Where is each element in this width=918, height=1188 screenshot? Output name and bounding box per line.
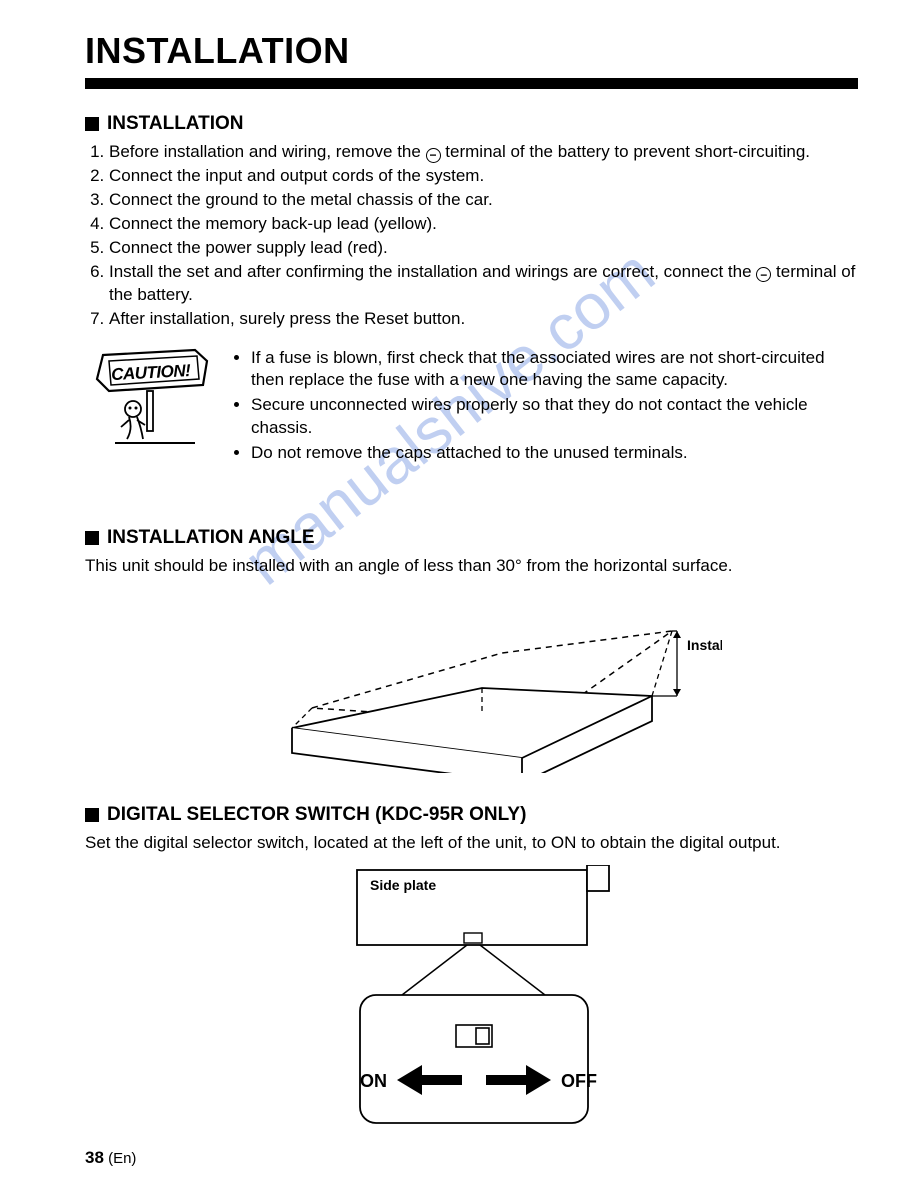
caution-list: If a fuse is blown, first check that the…	[233, 347, 858, 468]
section-title: INSTALLATION	[107, 113, 244, 135]
section-header: INSTALLATION ANGLE	[85, 527, 858, 549]
title-divider	[85, 78, 858, 89]
square-bullet-icon	[85, 117, 99, 131]
square-bullet-icon	[85, 808, 99, 822]
installation-steps: Before installation and wiring, remove t…	[85, 141, 858, 331]
list-item: Do not remove the caps attached to the u…	[251, 442, 858, 465]
list-item: Connect the power supply lead (red).	[109, 237, 858, 260]
section-switch: DIGITAL SELECTOR SWITCH (KDC-95R ONLY) S…	[85, 804, 858, 1145]
list-item: After installation, surely press the Res…	[109, 308, 858, 331]
body-text: Set the digital selector switch, located…	[85, 832, 858, 855]
square-bullet-icon	[85, 531, 99, 545]
page-title: INSTALLATION	[85, 30, 858, 72]
list-item: If a fuse is blown, first check that the…	[251, 347, 858, 393]
caution-row: CAUTION! If a fuse is blown, first ch	[85, 347, 858, 468]
section-installation: INSTALLATION Before installation and wir…	[85, 113, 858, 467]
on-label: ON	[360, 1071, 387, 1091]
side-plate-label: Side plate	[370, 877, 436, 893]
section-angle: INSTALLATION ANGLE This unit should be i…	[85, 527, 858, 778]
caution-icon: CAUTION!	[85, 347, 215, 457]
list-item: Secure unconnected wires properly so tha…	[251, 394, 858, 440]
section-header: DIGITAL SELECTOR SWITCH (KDC-95R ONLY)	[85, 804, 858, 826]
list-item: Install the set and after confirming the…	[109, 261, 858, 307]
list-item: Connect the ground to the metal chassis …	[109, 189, 858, 212]
diagram-label: Installation angle	[687, 637, 722, 653]
angle-diagram: Installation angle	[85, 588, 858, 778]
list-item: Connect the memory back-up lead (yellow)…	[109, 213, 858, 236]
page-number: 38 (En)	[85, 1148, 136, 1168]
minus-terminal-icon: −	[756, 267, 771, 282]
section-title: DIGITAL SELECTOR SWITCH (KDC-95R ONLY)	[107, 804, 526, 826]
section-title: INSTALLATION ANGLE	[107, 527, 315, 549]
switch-diagram: Side plate ON OFF	[85, 865, 858, 1145]
body-text: This unit should be installed with an an…	[85, 555, 858, 578]
minus-terminal-icon: −	[426, 148, 441, 163]
list-item: Connect the input and output cords of th…	[109, 165, 858, 188]
list-item: Before installation and wiring, remove t…	[109, 141, 858, 164]
off-label: OFF	[561, 1071, 597, 1091]
section-header: INSTALLATION	[85, 113, 858, 135]
